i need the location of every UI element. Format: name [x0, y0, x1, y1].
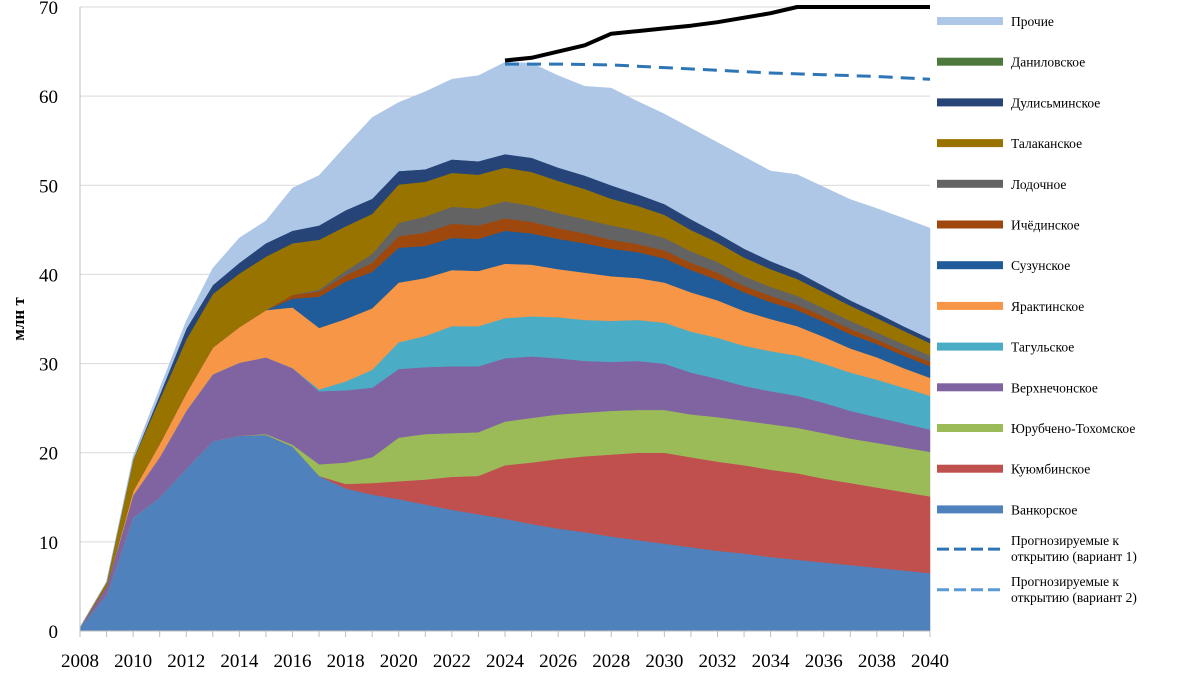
legend-label: Сузунское	[1011, 258, 1070, 273]
legend-label: Прогнозируемые к открытию (вариант 1)	[1011, 533, 1137, 564]
x-tick-label: 2036	[805, 651, 843, 672]
legend-swatch	[937, 57, 1003, 66]
legend-item: Прочие	[937, 14, 1054, 29]
y-tick-label: 20	[39, 444, 58, 465]
legend-swatch	[937, 505, 1003, 514]
legend-item: Лодочное	[937, 177, 1066, 192]
x-tick-label: 2020	[380, 651, 418, 672]
x-tick-label: 2012	[167, 651, 205, 672]
y-tick-label: 60	[39, 87, 58, 108]
x-tick-label: 2022	[433, 651, 471, 672]
x-tick-label: 2026	[539, 651, 577, 672]
stacked-areas	[79, 62, 931, 632]
y-tick-labels: 0 10 20 30 40 50 60 70	[39, 0, 58, 643]
area-Прочие	[79, 62, 931, 628]
legend-label: Лодочное	[1011, 177, 1066, 192]
legend-item: Куюмбинское	[937, 462, 1090, 477]
legend-swatch	[937, 139, 1003, 148]
legend-swatch	[937, 98, 1003, 107]
x-tick-label: 2014	[220, 651, 259, 672]
legend-swatch	[937, 424, 1003, 432]
legend-label: Даниловское	[1011, 55, 1085, 70]
x-tick-label: 2038	[858, 651, 896, 672]
legend-label: Куюмбинское	[1011, 462, 1090, 477]
x-tick-label: 2008	[61, 651, 99, 672]
legend-label: Дулисьминское	[1011, 95, 1100, 110]
legend-swatch	[937, 464, 1003, 473]
x-tick-label: 2040	[911, 651, 949, 672]
y-tick-label: 30	[39, 355, 58, 376]
x-tick-label: 2024	[486, 651, 525, 672]
legend-label: Юрубчено-Тохомское	[1011, 421, 1135, 436]
legend-item: Тагульское	[937, 340, 1074, 355]
legend-swatch	[937, 383, 1003, 392]
legend-label: Талаканское	[1011, 136, 1082, 151]
y-tick-label: 50	[39, 176, 58, 197]
legend-item: Юрубчено-Тохомское	[937, 421, 1135, 436]
legend-swatch	[937, 342, 1003, 351]
legend-swatch	[937, 220, 1003, 229]
legend-item: Прогнозируемые к открытию (вариант 1)	[937, 533, 1137, 564]
y-tick-label: 0	[49, 622, 59, 643]
legend-swatch	[937, 179, 1003, 188]
x-tick-label: 2034	[752, 651, 791, 672]
axes	[79, 7, 931, 637]
legend: Прочие Даниловское Дулисьминское Талаканско…	[937, 14, 1137, 605]
legend-swatch	[937, 261, 1003, 270]
legend-item: Ичёдинское	[937, 218, 1080, 233]
legend-item: Талаканское	[937, 136, 1082, 151]
legend-item: Сузунское	[937, 258, 1070, 273]
legend-label: Тагульское	[1011, 340, 1074, 355]
x-tick-label: 2032	[699, 651, 737, 672]
legend-label: Ичёдинское	[1011, 218, 1080, 233]
legend-item: Ярактинское	[937, 299, 1084, 314]
x-tick-label: 2016	[274, 651, 312, 672]
legend-item: Прогнозируемые к открытию (вариант 2)	[937, 574, 1137, 605]
legend-label: Прочие	[1011, 14, 1054, 29]
y-tick-label: 40	[39, 265, 58, 286]
legend-item: Даниловское	[937, 55, 1085, 70]
legend-label: Прогнозируемые к открытию (вариант 2)	[1011, 574, 1137, 605]
legend-item: Дулисьминское	[937, 95, 1100, 110]
x-tick-labels: 2008 2010 2012 2014 2016 2018 2020 2022 2024 2026…	[61, 651, 949, 672]
y-tick-label: 10	[39, 533, 58, 554]
x-tick-label: 2028	[592, 651, 630, 672]
y-axis-label: млн т	[9, 297, 28, 341]
legend-label: Ванкорское	[1011, 502, 1077, 517]
legend-swatch	[937, 17, 1003, 25]
x-tick-label: 2030	[645, 651, 683, 672]
forecast-lines	[504, 5, 931, 81]
forecast-line-1	[504, 5, 930, 63]
y-tick-label: 70	[39, 0, 58, 19]
forecast-line-2	[505, 62, 931, 81]
legend-swatch	[937, 301, 1003, 310]
legend-item: Ванкорское	[937, 502, 1077, 517]
legend-label: Ярактинское	[1011, 299, 1084, 314]
legend-label: Верхнечонское	[1011, 380, 1098, 395]
x-tick-label: 2010	[114, 651, 152, 672]
legend-item: Верхнечонское	[937, 380, 1098, 395]
x-tick-label: 2018	[327, 651, 365, 672]
